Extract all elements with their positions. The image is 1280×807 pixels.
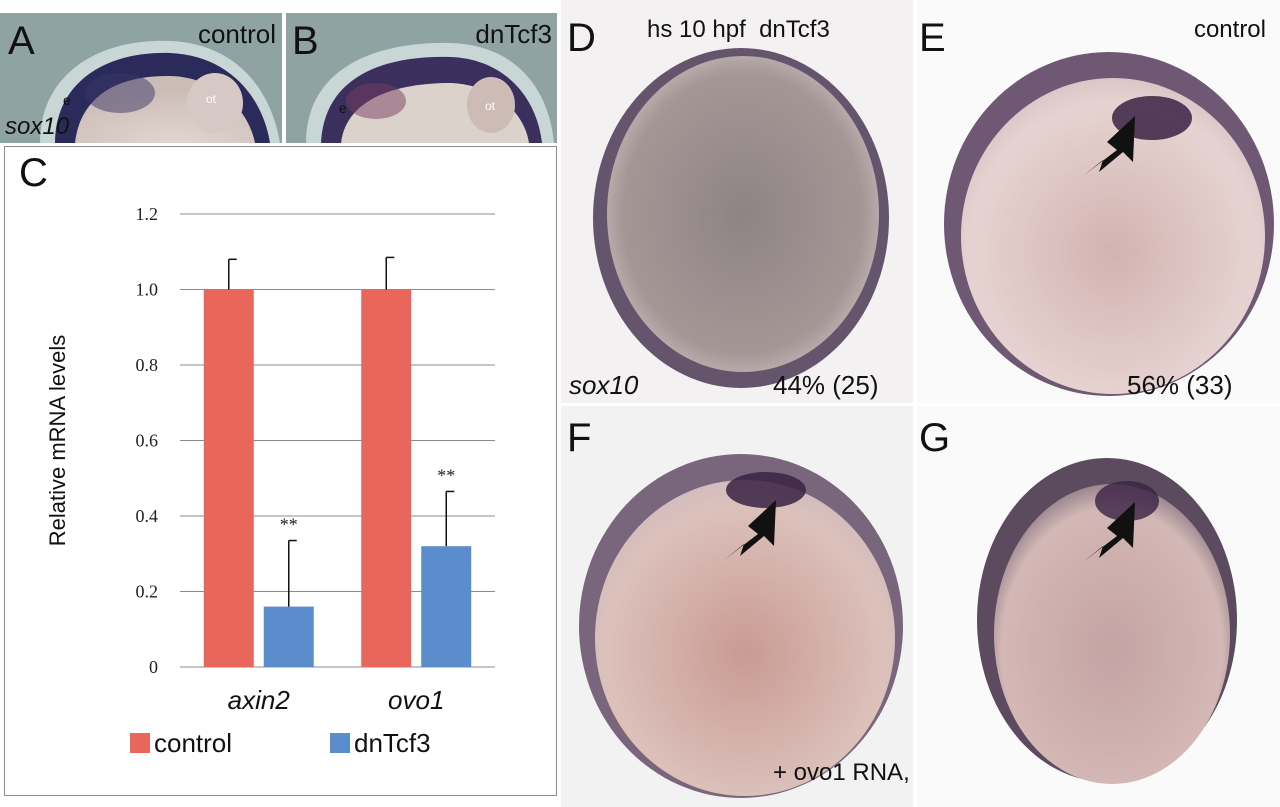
otic-mark: ot: [206, 92, 217, 106]
bar: [263, 606, 314, 667]
panel-label: C: [19, 151, 48, 195]
panel-f-image: [579, 454, 903, 798]
category-label: axin2: [228, 685, 291, 715]
panel-d: D hs 10 hpf dnTcf3 sox10 44% (25): [561, 0, 913, 403]
significance-label: **: [280, 515, 298, 535]
bar: [421, 546, 472, 667]
panel-d-image: [593, 48, 889, 388]
caption: + ovo1 RNA, 89% (50): [773, 759, 913, 786]
panel-g: G: [917, 406, 1280, 807]
panel-label: A: [8, 19, 35, 63]
panel-header: hs 10 hpf dnTcf3: [647, 16, 830, 43]
panel-e-image: [944, 52, 1274, 396]
panel-g-image: [977, 458, 1237, 784]
panel-e: E control 56% (33): [917, 0, 1280, 403]
significance-label: **: [437, 465, 455, 485]
y-axis-label: Relative mRNA levels: [45, 335, 70, 547]
y-tick-label: 0.2: [136, 582, 159, 602]
panel-a-image: [0, 13, 282, 143]
panel-label: D: [567, 16, 596, 60]
panel-b-image: [286, 13, 557, 143]
y-tick-label: 1.0: [136, 280, 159, 300]
panel-c: C 0 0.2 0.4 0.6 0.8 1.0 1.2 Relative mRNA level…: [4, 146, 557, 796]
category-label: ovo1: [388, 685, 444, 715]
y-tick-label: 0: [149, 657, 158, 677]
panel-b: B dnTcf3 e ot: [286, 13, 557, 143]
eye-mark: e: [63, 92, 71, 108]
bar: [203, 289, 254, 667]
panel-f: F + ovo1 RNA, 89% (50): [561, 406, 913, 807]
legend-swatch: [130, 733, 150, 753]
condition-label: dnTcf3: [475, 19, 552, 49]
panel-a: A control sox10 e ot: [0, 13, 282, 143]
otic-mark: ot: [485, 99, 496, 113]
gene-label: sox10: [569, 370, 639, 400]
bar: [361, 289, 412, 667]
legend-label: control: [154, 728, 232, 758]
gene-label: sox10: [5, 113, 70, 140]
condition-label: control: [1193, 16, 1266, 43]
bar-chart: 0 0.2 0.4 0.6 0.8 1.0 1.2 Relative mRNA levels *…: [45, 204, 495, 758]
panel-label: B: [292, 19, 319, 63]
legend-label: dnTcf3: [354, 728, 431, 758]
stat-label: 44% (25): [773, 370, 879, 400]
y-tick-label: 0.8: [136, 355, 159, 375]
arrow-icon: [1083, 502, 1135, 562]
y-tick-label: 0.4: [136, 506, 159, 526]
condition-label: control: [197, 19, 276, 49]
arrow-icon: [724, 500, 776, 560]
panel-label: E: [919, 16, 946, 60]
y-tick-label: 0.6: [136, 431, 159, 451]
arrow-icon: [1083, 116, 1135, 176]
panel-label: G: [919, 416, 951, 460]
legend-swatch: [330, 733, 350, 753]
y-tick-label: 1.2: [136, 204, 159, 224]
panel-label: F: [567, 416, 592, 460]
eye-mark: e: [339, 100, 347, 116]
stat-label: 56% (33): [1127, 370, 1233, 400]
